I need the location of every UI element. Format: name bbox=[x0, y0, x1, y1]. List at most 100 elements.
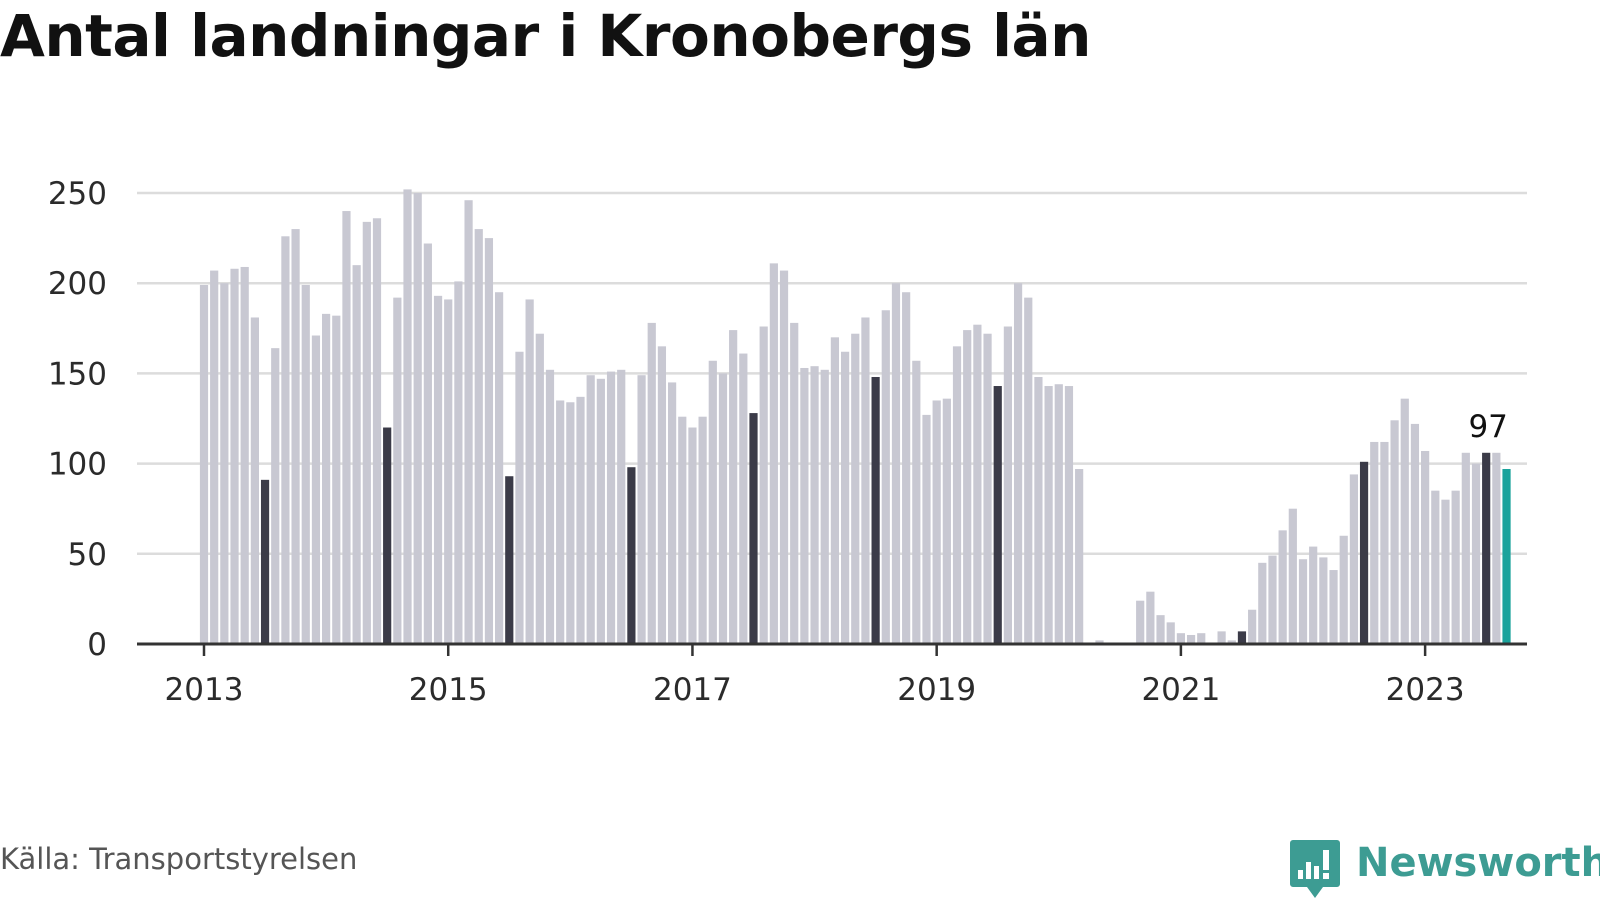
bar bbox=[657, 346, 667, 644]
bar bbox=[271, 348, 280, 644]
bar bbox=[362, 221, 371, 645]
bar bbox=[952, 346, 962, 644]
bar bbox=[260, 479, 270, 644]
x-axis-ticks: 2013 2015 2017 2019 2021 2023 bbox=[165, 644, 1465, 708]
bar bbox=[1482, 452, 1491, 644]
bar bbox=[820, 369, 829, 644]
brand-name: Newsworthy bbox=[1356, 840, 1600, 886]
bar bbox=[1380, 441, 1389, 644]
bar bbox=[230, 268, 239, 644]
bar bbox=[444, 299, 453, 644]
bar bbox=[1197, 633, 1206, 644]
bar bbox=[739, 353, 748, 644]
x-tick-label: 2021 bbox=[1141, 672, 1220, 708]
y-tick-label: 250 bbox=[48, 176, 107, 212]
bar bbox=[566, 402, 575, 644]
bar bbox=[413, 193, 422, 644]
bar bbox=[871, 377, 880, 644]
bar bbox=[1329, 570, 1338, 644]
bar bbox=[779, 270, 789, 644]
bar bbox=[403, 189, 412, 644]
bar bbox=[464, 200, 473, 644]
y-tick-label: 100 bbox=[48, 447, 107, 483]
bar bbox=[1288, 508, 1297, 644]
bar bbox=[1095, 640, 1104, 644]
bar bbox=[922, 414, 931, 644]
bar bbox=[1024, 297, 1033, 644]
bar bbox=[1054, 384, 1063, 644]
bar bbox=[301, 285, 310, 644]
y-axis-ticks: 0 50 100 150 200 250 bbox=[48, 176, 107, 663]
bar bbox=[1064, 386, 1074, 644]
bar bbox=[332, 315, 341, 644]
bar bbox=[1217, 631, 1226, 644]
bar bbox=[637, 375, 646, 644]
bar bbox=[1471, 463, 1481, 644]
bar bbox=[210, 270, 219, 644]
bar bbox=[718, 373, 728, 644]
bar bbox=[1410, 423, 1420, 644]
bar bbox=[495, 292, 504, 644]
x-tick-label: 2019 bbox=[897, 672, 976, 708]
bar bbox=[912, 360, 921, 644]
bar bbox=[291, 229, 300, 644]
bar bbox=[1268, 555, 1277, 644]
bar bbox=[240, 266, 249, 644]
bar bbox=[698, 416, 707, 644]
y-tick-label: 0 bbox=[87, 627, 107, 663]
bar bbox=[902, 292, 911, 644]
bar bbox=[1237, 631, 1247, 644]
bar bbox=[423, 243, 432, 644]
bar bbox=[1339, 535, 1348, 644]
bar bbox=[851, 333, 860, 644]
bar bbox=[983, 333, 992, 644]
bar bbox=[790, 322, 799, 644]
bar bbox=[617, 369, 626, 644]
bar bbox=[454, 281, 463, 644]
bar bbox=[1431, 490, 1440, 644]
bar bbox=[1044, 386, 1053, 644]
bar bbox=[199, 285, 209, 644]
bar bbox=[881, 310, 890, 644]
newsworthy-logo[interactable]: Newsworthy bbox=[1290, 840, 1600, 900]
bar bbox=[505, 476, 514, 644]
bar bbox=[545, 369, 555, 644]
bar bbox=[1258, 562, 1267, 644]
bar bbox=[1136, 600, 1145, 644]
bar bbox=[963, 330, 972, 644]
bar bbox=[1441, 499, 1450, 644]
bar bbox=[668, 382, 677, 644]
bar bbox=[830, 337, 840, 644]
bar bbox=[688, 427, 697, 644]
bar bbox=[891, 283, 901, 644]
bar bbox=[759, 326, 768, 644]
bar bbox=[586, 375, 595, 644]
bar bbox=[1034, 377, 1043, 644]
bar bbox=[352, 265, 361, 644]
bar bbox=[942, 398, 951, 644]
bar bbox=[627, 467, 636, 644]
bar bbox=[1349, 474, 1358, 644]
bar bbox=[1013, 283, 1023, 644]
bar bbox=[749, 413, 758, 644]
value-label: 97 bbox=[1468, 409, 1507, 445]
bar bbox=[708, 360, 717, 644]
bar bbox=[932, 400, 941, 644]
annotations: 97 bbox=[1468, 409, 1507, 445]
bar bbox=[810, 366, 819, 644]
bar bbox=[1227, 640, 1236, 644]
bar bbox=[678, 416, 687, 644]
bar bbox=[311, 335, 321, 644]
x-tick-label: 2013 bbox=[165, 672, 244, 708]
bar bbox=[484, 238, 494, 644]
bar bbox=[800, 367, 809, 644]
bar bbox=[729, 330, 738, 644]
bar bbox=[1278, 530, 1287, 644]
bar bbox=[1186, 634, 1196, 644]
chart-title: Antal landningar i Kronobergs län bbox=[0, 2, 1091, 70]
bar bbox=[1176, 633, 1185, 644]
bar bbox=[433, 295, 443, 644]
bar bbox=[1075, 469, 1084, 644]
bar bbox=[1156, 615, 1165, 644]
